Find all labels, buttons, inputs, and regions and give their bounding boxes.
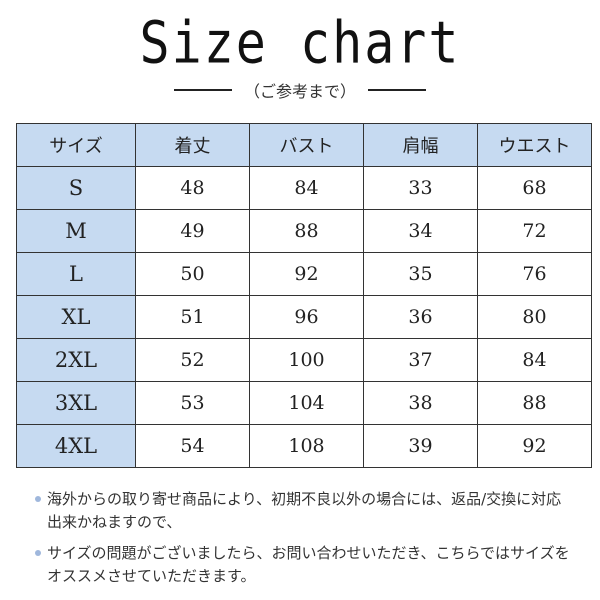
measurement-cell: 88 [249, 209, 364, 253]
table-row: M 49 88 34 72 [16, 209, 592, 253]
column-header: バスト [249, 123, 364, 167]
table-header-row: サイズ 着丈 バスト 肩幅 ウエスト [16, 123, 592, 167]
measurement-cell: 54 [135, 424, 250, 468]
measurement-cell: 92 [477, 424, 592, 468]
subtitle: （ご参考まで） [243, 82, 356, 101]
note-item: 海外からの取り寄せ商品により、初期不良以外の場合には、返品/交換に対応出来かねま… [35, 488, 575, 534]
measurement-cell: 39 [363, 424, 478, 468]
table-row: XL 51 96 36 80 [16, 295, 592, 339]
table-row: 3XL 53 104 38 88 [16, 381, 592, 425]
size-label: XL [16, 295, 136, 339]
measurement-cell: 35 [363, 252, 478, 296]
bullet-icon [35, 496, 41, 502]
page-title: Size chart [139, 9, 461, 77]
notes: 海外からの取り寄せ商品により、初期不良以外の場合には、返品/交換に対応出来かねま… [35, 488, 575, 596]
measurement-cell: 49 [135, 209, 250, 253]
measurement-cell: 52 [135, 338, 250, 382]
size-label: 2XL [16, 338, 136, 382]
column-header: ウエスト [477, 123, 592, 167]
size-label: M [16, 209, 136, 253]
measurement-cell: 84 [477, 338, 592, 382]
measurement-cell: 80 [477, 295, 592, 339]
measurement-cell: 88 [477, 381, 592, 425]
measurement-cell: 84 [249, 166, 364, 210]
divider-left [173, 89, 232, 91]
size-table: サイズ 着丈 バスト 肩幅 ウエスト S 48 84 33 68 M 49 88 34 72 L 50 92 35 7… [16, 123, 592, 468]
measurement-cell: 96 [249, 295, 364, 339]
measurement-cell: 33 [363, 166, 478, 210]
column-header: サイズ [16, 123, 136, 167]
measurement-cell: 38 [363, 381, 478, 425]
measurement-cell: 76 [477, 252, 592, 296]
divider-right [368, 89, 426, 91]
measurement-cell: 53 [135, 381, 250, 425]
measurement-cell: 72 [477, 209, 592, 253]
measurement-cell: 68 [477, 166, 592, 210]
table-row: S 48 84 33 68 [16, 166, 592, 210]
column-header: 肩幅 [363, 123, 478, 167]
table-row: L 50 92 35 76 [16, 252, 592, 296]
size-label: S [16, 166, 136, 210]
table-row: 4XL 54 108 39 92 [16, 424, 592, 468]
size-label: 4XL [16, 424, 136, 468]
bullet-icon [35, 550, 41, 556]
table-row: 2XL 52 100 37 84 [16, 338, 592, 382]
measurement-cell: 50 [135, 252, 250, 296]
measurement-cell: 51 [135, 295, 250, 339]
measurement-cell: 104 [249, 381, 364, 425]
measurement-cell: 37 [363, 338, 478, 382]
measurement-cell: 108 [249, 424, 364, 468]
subtitle-row: （ご参考まで） [0, 78, 600, 102]
size-label: L [16, 252, 136, 296]
measurement-cell: 100 [249, 338, 364, 382]
note-text: 海外からの取り寄せ商品により、初期不良以外の場合には、返品/交換に対応出来かねま… [47, 490, 562, 531]
column-header: 着丈 [135, 123, 250, 167]
size-label: 3XL [16, 381, 136, 425]
measurement-cell: 34 [363, 209, 478, 253]
measurement-cell: 48 [135, 166, 250, 210]
measurement-cell: 36 [363, 295, 478, 339]
note-item: サイズの問題がございましたら、お問い合わせいただき、こちらではサイズをオススメさ… [35, 542, 575, 588]
measurement-cell: 92 [249, 252, 364, 296]
note-text: サイズの問題がございましたら、お問い合わせいただき、こちらではサイズをオススメさ… [47, 544, 570, 585]
